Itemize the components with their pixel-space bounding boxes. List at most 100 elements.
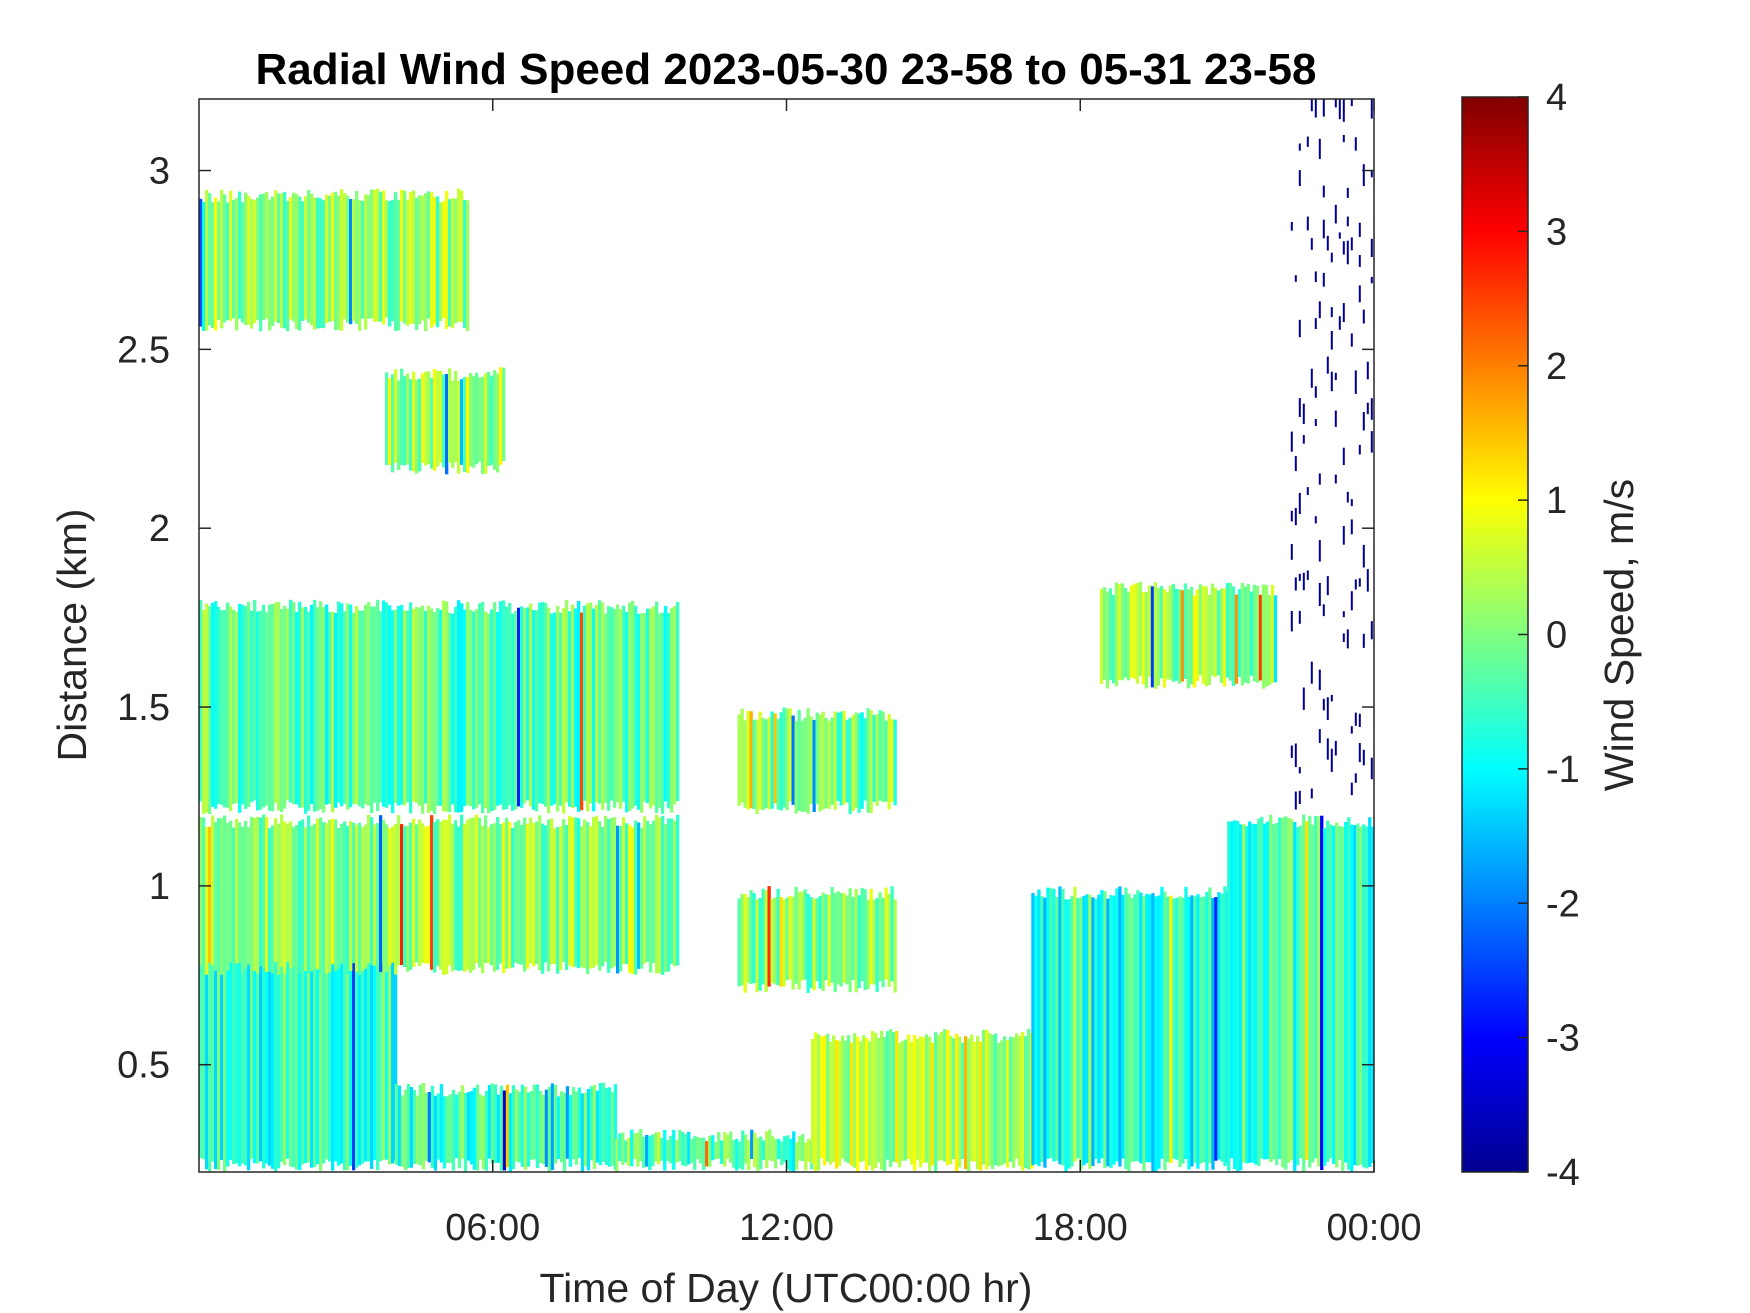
heatmap-cell bbox=[779, 897, 783, 987]
heatmap-cell bbox=[316, 818, 320, 970]
heatmap-cell bbox=[636, 1132, 640, 1167]
heatmap-cell bbox=[634, 605, 638, 806]
heatmap-cell bbox=[640, 827, 644, 969]
heatmap-cell bbox=[1245, 826, 1249, 1164]
heatmap-cell bbox=[577, 601, 581, 812]
heatmap-cell bbox=[508, 602, 512, 806]
heatmap-cell bbox=[818, 896, 822, 989]
heatmap-cell bbox=[1314, 419, 1317, 426]
heatmap-cell bbox=[451, 198, 455, 328]
heatmap-cell bbox=[1359, 826, 1363, 1165]
heatmap-cell bbox=[1342, 303, 1345, 322]
heatmap-cell bbox=[565, 600, 569, 803]
heatmap-cell bbox=[454, 198, 458, 324]
heatmap-cell bbox=[508, 1093, 513, 1172]
heatmap-cell bbox=[526, 823, 530, 969]
heatmap-cell bbox=[881, 897, 885, 988]
heatmap-cell bbox=[720, 1140, 724, 1164]
heatmap-cell bbox=[442, 600, 446, 812]
heatmap-cell bbox=[391, 374, 395, 473]
heatmap-cell bbox=[800, 720, 804, 812]
heatmap-cell bbox=[400, 368, 404, 465]
heatmap-cell bbox=[869, 888, 873, 985]
heatmap-cell bbox=[286, 200, 290, 332]
heatmap-cell bbox=[1342, 447, 1345, 466]
heatmap-cell bbox=[364, 194, 368, 330]
heatmap-region bbox=[1290, 99, 1373, 810]
heatmap-cell bbox=[863, 889, 867, 991]
heatmap-cell bbox=[520, 824, 524, 965]
y-tick-label: 1 bbox=[149, 866, 170, 908]
heatmap-cell bbox=[740, 708, 744, 803]
heatmap-cell bbox=[256, 816, 260, 974]
heatmap-cell bbox=[1273, 595, 1278, 683]
heatmap-cell bbox=[244, 820, 248, 969]
heatmap-cell bbox=[226, 202, 230, 321]
heatmap-cell bbox=[1320, 815, 1324, 1170]
heatmap-cell bbox=[761, 717, 765, 811]
heatmap-cell bbox=[448, 814, 452, 966]
heatmap-cell bbox=[589, 826, 593, 969]
heatmap-cell bbox=[812, 898, 816, 991]
heatmap-cell bbox=[1088, 894, 1092, 1169]
heatmap-cell bbox=[1302, 814, 1306, 1172]
heatmap-cell bbox=[610, 1091, 615, 1166]
heatmap-cell bbox=[310, 193, 314, 326]
heatmap-cell bbox=[649, 608, 653, 809]
heatmap-cell bbox=[394, 1084, 399, 1165]
heatmap-cell bbox=[770, 898, 774, 984]
heatmap-cell bbox=[529, 603, 533, 807]
colorbar: 4 3 2 1 0 -1 -2 -3 -4 Wind Speed, m/s bbox=[1461, 77, 1642, 1194]
heatmap-cell bbox=[304, 606, 308, 814]
heatmap-cell bbox=[1294, 275, 1297, 282]
heatmap-cell bbox=[1102, 587, 1107, 680]
heatmap-cell bbox=[235, 879, 239, 1164]
heatmap-cell bbox=[247, 870, 251, 1171]
heatmap-cell bbox=[1350, 333, 1353, 347]
heatmap-cell bbox=[743, 720, 747, 808]
heatmap-cell bbox=[298, 601, 302, 808]
heatmap-cell bbox=[1172, 898, 1176, 1159]
x-tick-label: 12:00 bbox=[739, 1207, 834, 1249]
heatmap-cell bbox=[1306, 570, 1309, 580]
heatmap-cell bbox=[1330, 252, 1333, 263]
heatmap-cell bbox=[860, 712, 864, 809]
heatmap-cell bbox=[758, 897, 762, 991]
heatmap-cell bbox=[271, 603, 275, 812]
heatmap-cell bbox=[800, 891, 804, 981]
heatmap-cell bbox=[788, 895, 792, 980]
heatmap-cell bbox=[1322, 272, 1325, 287]
heatmap-cell bbox=[496, 1094, 501, 1163]
heatmap-cell bbox=[767, 717, 771, 810]
heatmap-cell bbox=[283, 191, 287, 329]
heatmap-cell bbox=[1335, 822, 1339, 1168]
heatmap-cell bbox=[835, 1039, 839, 1169]
heatmap-cell bbox=[1310, 788, 1313, 799]
heatmap-cell bbox=[412, 819, 416, 967]
heatmap-cell bbox=[388, 378, 392, 465]
heatmap-cell bbox=[595, 1090, 600, 1163]
heatmap-cell bbox=[415, 1095, 420, 1165]
heatmap-cell bbox=[1202, 896, 1206, 1163]
heatmap-cell bbox=[466, 200, 470, 331]
heatmap-cell bbox=[1322, 185, 1325, 198]
heatmap-cell bbox=[253, 873, 257, 1164]
heatmap-cell bbox=[565, 824, 569, 970]
heatmap-cell bbox=[1334, 372, 1337, 381]
heatmap-cell bbox=[1306, 487, 1309, 495]
heatmap-cell bbox=[1275, 822, 1279, 1166]
heatmap-cell bbox=[445, 191, 449, 329]
heatmap-cell bbox=[457, 600, 461, 813]
heatmap-cell bbox=[878, 892, 882, 982]
heatmap-cell bbox=[1242, 824, 1246, 1163]
heatmap-cell bbox=[1189, 586, 1194, 685]
heatmap-cell bbox=[1034, 895, 1038, 1165]
heatmap-cell bbox=[1175, 897, 1179, 1160]
heatmap-cell bbox=[403, 610, 407, 806]
heatmap-cell bbox=[1219, 588, 1224, 683]
heatmap-cell bbox=[367, 814, 371, 964]
heatmap-cell bbox=[1322, 604, 1325, 617]
heatmap-cell bbox=[1346, 491, 1349, 503]
heatmap-cell bbox=[1040, 896, 1044, 1162]
heatmap-cell bbox=[890, 719, 894, 802]
